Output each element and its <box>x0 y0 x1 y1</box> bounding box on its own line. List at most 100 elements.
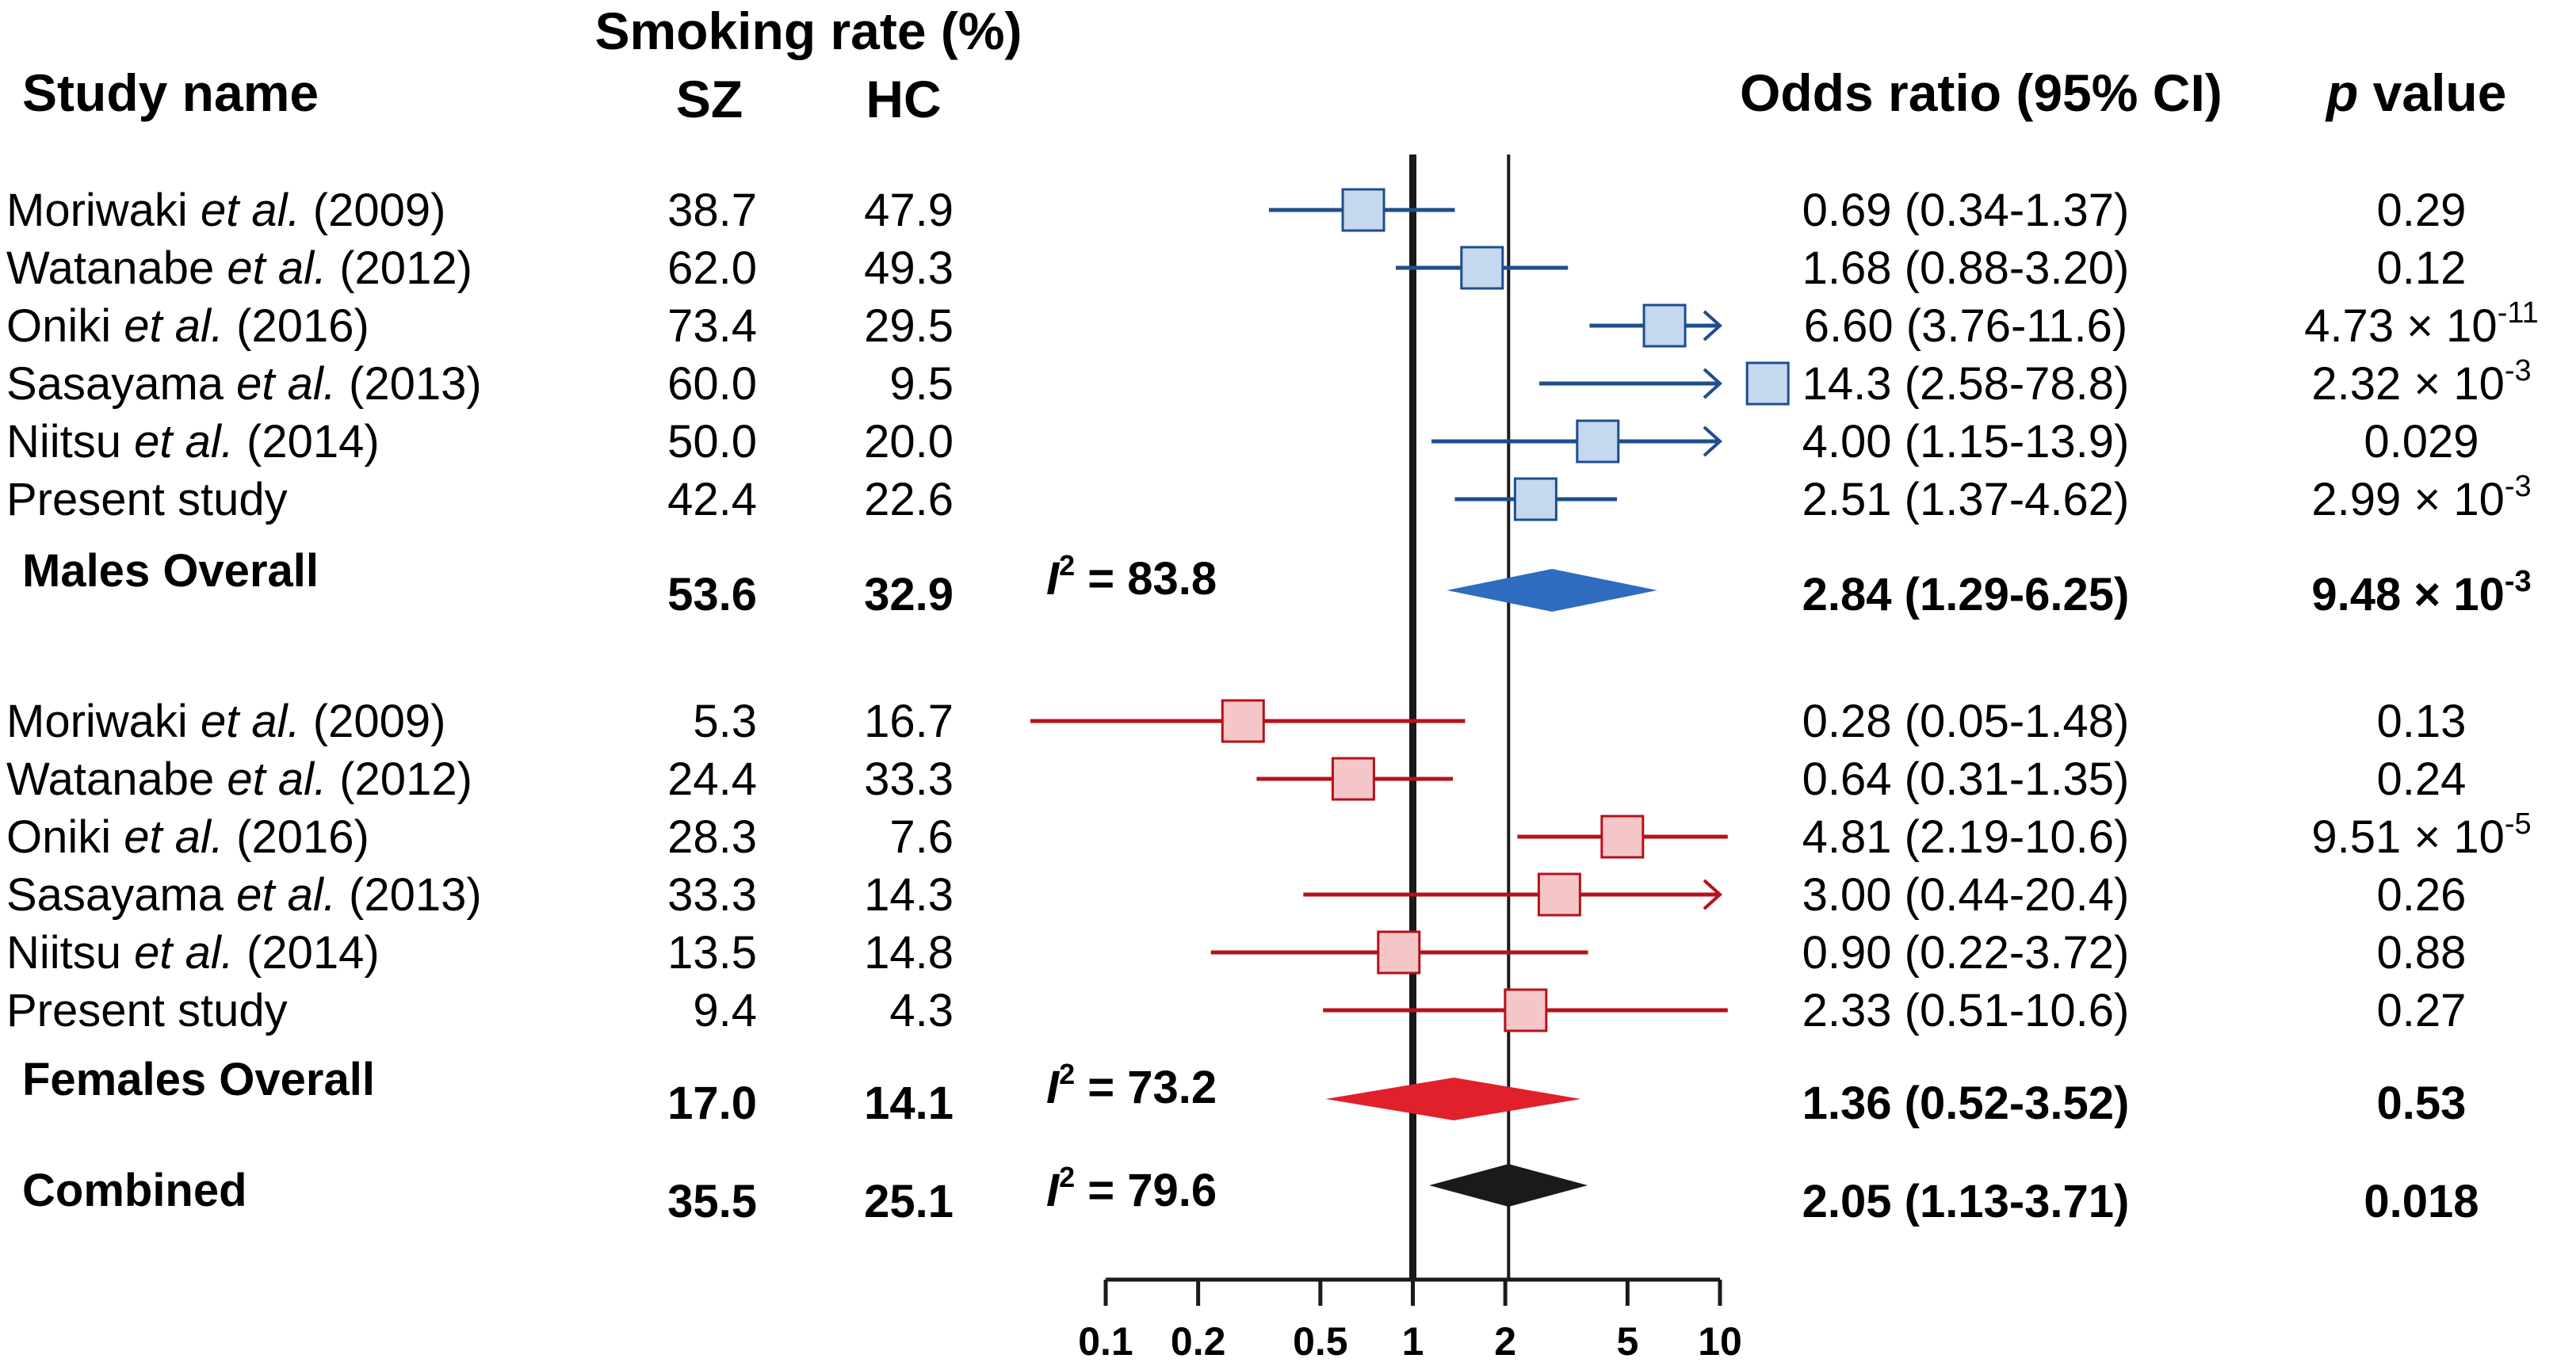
overall-diamond-g0 <box>1447 569 1657 612</box>
or-text-g0-s2: 6.60 (3.76-11.6) <box>1804 300 2127 352</box>
study-label-g0-s3: Sasayama et al. (2013) <box>6 358 482 410</box>
study-label-g1-s1-year: (2012) <box>327 754 472 805</box>
study-label-g1-s4-year: (2014) <box>234 927 380 979</box>
p-value-g0-s2-exp: -11 <box>2498 296 2539 330</box>
p-value-g1-s4-main: 0.88 <box>2377 927 2467 979</box>
study-label-g1-s0-year: (2009) <box>300 696 446 747</box>
study-label-g1-s2-year: (2016) <box>224 811 369 863</box>
study-label-g0-s2-etal: et al. <box>124 300 224 352</box>
point-estimate-g0-s5 <box>1513 477 1557 521</box>
p-value-g0-s0-main: 0.29 <box>2377 185 2467 236</box>
overall-p-value-g1: 0.53 <box>2377 1078 2467 1129</box>
x-tick-label-2: 0.5 <box>1293 1319 1348 1364</box>
sz-value-g0-s5: 42.4 <box>667 474 757 525</box>
p-value-g1-s2-main: 9.51 × 10 <box>2311 811 2505 863</box>
combined-label: Combined <box>22 1165 247 1216</box>
or-text-g0-s3: 14.3 (2.58-78.8) <box>1802 358 2130 410</box>
study-label-g1-s2-etal: et al. <box>124 811 224 863</box>
study-label-g1-s1: Watanabe et al. (2012) <box>6 754 472 805</box>
overall-label-g1: Females Overall <box>22 1054 375 1105</box>
hc-value-g1-s1: 33.3 <box>864 754 954 805</box>
or-text-g1-s5: 2.33 (0.51-10.6) <box>1802 985 2130 1036</box>
study-label-g1-s5: Present study <box>6 985 288 1036</box>
study-label-g0-s0-year: (2009) <box>300 185 446 236</box>
combined-hc: 25.1 <box>864 1176 954 1227</box>
header-p-italic: p <box>2325 63 2358 122</box>
sz-value-g0-s3: 60.0 <box>667 358 757 410</box>
p-value-g1-s2: 9.51 × 10-5 <box>2311 807 2531 863</box>
study-label-g1-s2-space <box>111 811 124 863</box>
combined-i2-value: = 79.6 <box>1075 1165 1217 1216</box>
study-label-g0-s1-space <box>214 242 227 294</box>
p-value-g1-s1-main: 0.24 <box>2377 754 2467 805</box>
ci-arrow-g0-s4 <box>1703 425 1722 457</box>
sz-value-g1-s0: 5.3 <box>693 696 757 747</box>
sz-value-g0-s4: 50.0 <box>667 416 757 467</box>
header-study-name: Study name <box>22 63 319 122</box>
p-value-g0-s2: 4.73 × 10-11 <box>2304 296 2539 352</box>
p-value-g1-s5-main: 0.27 <box>2377 985 2467 1036</box>
sz-value-g1-s5: 9.4 <box>693 985 757 1036</box>
combined-sz: 35.5 <box>667 1176 757 1227</box>
p-value-g1-s0-main: 0.13 <box>2377 696 2467 747</box>
study-label-g0-s2-author: Oniki <box>6 300 111 352</box>
overall-i2-g0: I2 = 83.8 <box>1046 549 1217 605</box>
study-label-g1-s5-author: Present study <box>6 985 288 1036</box>
overall-sz-g0: 53.6 <box>667 569 757 620</box>
study-label-g0-s4-space <box>121 416 134 467</box>
combined-i2: I2 = 79.6 <box>1046 1161 1217 1216</box>
study-label-g1-s3-etal: et al. <box>236 869 336 921</box>
study-label-g1-s1-space <box>214 754 227 805</box>
p-value-g1-s5: 0.27 <box>2377 985 2467 1036</box>
study-label-g1-s3-author: Sasayama <box>6 869 224 921</box>
study-label-g0-s3-space <box>224 358 236 410</box>
header-p-value: p value <box>2325 63 2506 122</box>
header-smoking-rate: Smoking rate (%) <box>594 2 1022 60</box>
study-label-g0-s4-year: (2014) <box>234 416 380 467</box>
study-label-g0-s0: Moriwaki et al. (2009) <box>6 185 445 236</box>
x-tick-label-0: 0.1 <box>1078 1319 1133 1364</box>
header-sz: SZ <box>676 70 743 128</box>
study-label-g0-s4-author: Niitsu <box>6 416 121 467</box>
point-estimate-g1-s2 <box>1600 815 1645 859</box>
study-label-g1-s0: Moriwaki et al. (2009) <box>6 696 445 747</box>
point-estimate-g1-s3 <box>1537 872 1581 917</box>
study-label-g0-s3-year: (2013) <box>336 358 482 410</box>
overall-diamond-g1 <box>1325 1078 1581 1120</box>
study-label-g0-s2-space <box>111 300 124 352</box>
x-tick-label-5: 5 <box>1616 1319 1638 1364</box>
study-label-g0-s5-author: Present study <box>6 474 288 525</box>
p-value-g0-s0: 0.29 <box>2377 185 2467 236</box>
study-label-g1-s0-author: Moriwaki <box>6 696 188 747</box>
overall-i2-g0-label: I <box>1046 553 1061 605</box>
study-label-g1-s3-space <box>224 869 236 921</box>
study-label-g1-s0-space <box>188 696 201 747</box>
or-text-g0-s1: 1.68 (0.88-3.20) <box>1802 242 2130 294</box>
p-value-g0-s1: 0.12 <box>2377 242 2467 294</box>
overall-i2-g1-label: I <box>1046 1062 1061 1113</box>
p-value-g0-s5: 2.99 × 10-3 <box>2311 470 2531 525</box>
forest-marks: Moriwaki et al. (2009) 38.7 47.9 0.69 (0.34… <box>6 155 2539 1364</box>
or-text-g0-s4: 4.00 (1.15-13.9) <box>1802 416 2130 467</box>
point-estimate-g1-s1 <box>1331 757 1375 801</box>
sz-value-g0-s2: 73.4 <box>667 300 757 352</box>
overall-i2-g1-sup: 2 <box>1059 1058 1075 1090</box>
hc-value-g0-s5: 22.6 <box>864 474 954 525</box>
overall-i2-g0-sup: 2 <box>1059 549 1075 582</box>
x-tick-label-3: 1 <box>1402 1319 1424 1364</box>
hc-value-g1-s2: 7.6 <box>889 811 954 863</box>
study-label-g1-s1-etal: et al. <box>227 754 327 805</box>
p-value-g1-s4: 0.88 <box>2377 927 2467 979</box>
header-hc: HC <box>866 70 941 128</box>
p-value-g0-s4-main: 0.029 <box>2364 416 2479 467</box>
combined-diamond <box>1429 1164 1588 1207</box>
study-label-g1-s3-year: (2013) <box>336 869 482 921</box>
sz-value-g1-s3: 33.3 <box>667 869 757 921</box>
ci-arrow-g0-s3 <box>1703 368 1722 399</box>
p-value-g0-s5-main: 2.99 × 10 <box>2311 474 2505 525</box>
p-value-g0-s1-main: 0.12 <box>2377 242 2467 294</box>
overall-or-text-g0: 2.84 (1.29-6.25) <box>1802 569 2130 620</box>
point-estimate-g0-s3 <box>1745 361 1790 406</box>
study-label-g1-s3: Sasayama et al. (2013) <box>6 869 482 921</box>
header-odds-ratio: Odds ratio (95% CI) <box>1740 63 2222 122</box>
